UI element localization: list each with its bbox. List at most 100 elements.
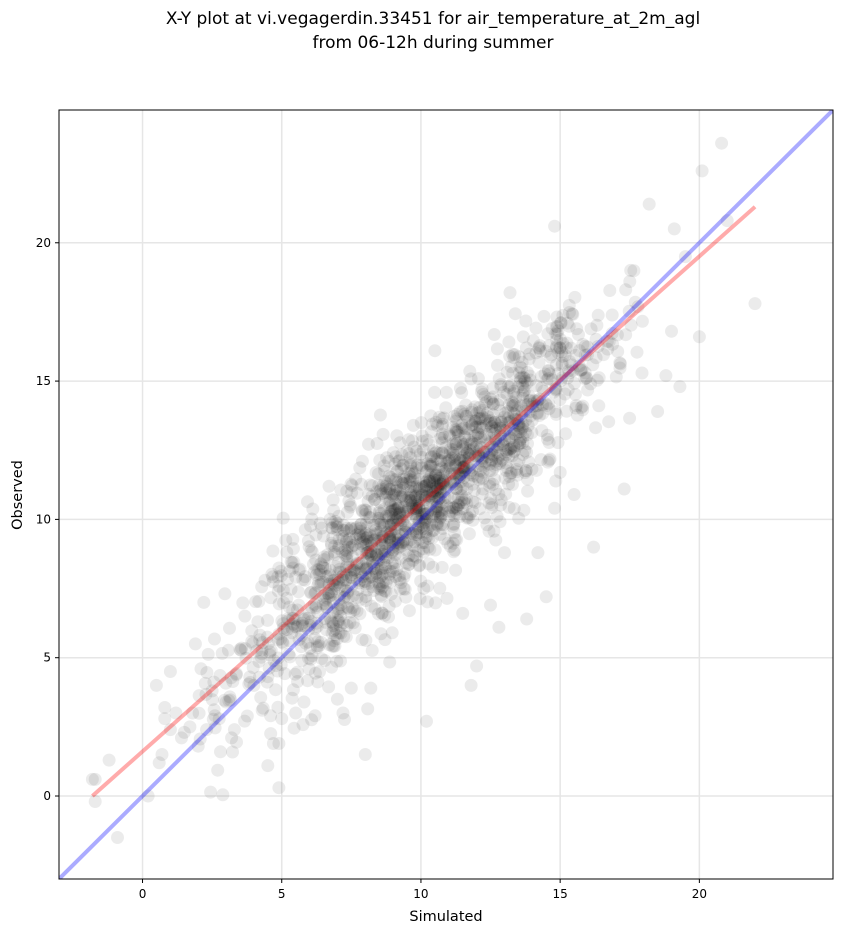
scatter-point: [340, 586, 354, 600]
scatter-point: [516, 430, 530, 444]
scatter-point: [507, 384, 521, 398]
scatter-point: [517, 371, 531, 384]
scatter-point: [394, 576, 408, 590]
scatter-point: [318, 561, 332, 575]
scatter-point: [396, 535, 410, 549]
scatter-point: [388, 529, 402, 542]
scatter-point: [208, 632, 221, 646]
scatter-point: [235, 641, 248, 655]
scatter-point: [385, 503, 399, 517]
scatter-point: [386, 528, 400, 542]
scatter-point: [377, 502, 391, 516]
scatter-point: [217, 693, 231, 707]
scatter-point: [385, 487, 399, 501]
scatter-point: [457, 471, 471, 484]
scatter-point: [425, 459, 438, 473]
scatter-point: [421, 473, 435, 487]
scatter-point: [326, 619, 340, 633]
scatter-point: [435, 446, 449, 460]
scatter-point: [409, 522, 423, 536]
scatter-point: [487, 448, 501, 462]
scatter-point: [572, 328, 585, 341]
scatter-point: [297, 613, 311, 626]
scatter-point: [305, 512, 319, 526]
scatter-point: [428, 447, 442, 460]
scatter-point: [432, 479, 445, 492]
scatter-point: [395, 488, 409, 502]
scatter-point: [255, 703, 269, 717]
scatter-point: [508, 444, 521, 458]
scatter-point: [526, 400, 540, 414]
scatter-point: [449, 482, 463, 496]
scatter-point: [402, 501, 416, 515]
scatter-point: [576, 399, 590, 413]
scatter-point: [401, 505, 415, 519]
scatter-point: [360, 538, 374, 551]
scatter-point: [486, 381, 500, 395]
scatter-point: [427, 523, 441, 537]
scatter-point: [489, 483, 503, 497]
scatter-point: [384, 474, 398, 488]
scatter-point: [578, 348, 592, 362]
scatter-point: [350, 558, 364, 572]
scatter-point: [378, 474, 392, 488]
scatter-point: [346, 588, 360, 602]
scatter-point: [472, 412, 486, 426]
scatter-point: [319, 615, 333, 629]
scatter-point: [592, 371, 606, 385]
scatter-point: [295, 629, 309, 642]
scatter-point: [328, 539, 342, 553]
scatter-point: [470, 420, 484, 434]
scatter-point: [347, 538, 361, 552]
scatter-point: [246, 661, 260, 674]
scatter-point: [365, 539, 379, 553]
scatter-point: [423, 459, 437, 473]
scatter-point: [410, 504, 423, 518]
scatter-point: [396, 527, 410, 541]
scatter-point: [373, 504, 387, 518]
scatter-point: [436, 522, 450, 535]
scatter-point: [506, 347, 520, 361]
scatter-point: [390, 563, 404, 576]
scatter-point: [502, 429, 516, 443]
scatter-point: [443, 505, 457, 519]
scatter-point: [453, 496, 467, 509]
scatter-point: [449, 458, 463, 472]
scatter-point: [348, 563, 362, 577]
scatter-point: [431, 515, 445, 529]
scatter-point: [407, 539, 421, 553]
scatter-point: [482, 437, 496, 451]
scatter-point: [370, 555, 384, 569]
scatter-point: [397, 470, 411, 484]
scatter-point: [374, 561, 388, 575]
scatter-point: [550, 327, 564, 341]
scatter-point: [416, 480, 429, 494]
scatter-point: [356, 533, 370, 546]
scatter-point: [438, 473, 452, 487]
scatter-point: [322, 680, 336, 694]
scatter-point: [499, 406, 512, 420]
scatter-point: [466, 513, 480, 527]
scatter-point: [399, 493, 413, 507]
scatter-point: [539, 344, 553, 358]
scatter-point: [494, 434, 508, 448]
scatter-point: [393, 483, 407, 497]
scatter-point: [368, 527, 382, 541]
scatter-point: [314, 577, 328, 591]
scatter-point: [351, 542, 365, 556]
scatter-point: [556, 308, 570, 322]
scatter-point: [459, 398, 473, 412]
scatter-point: [537, 384, 551, 398]
scatter-point: [478, 455, 492, 469]
scatter-point: [415, 520, 429, 534]
scatter-point: [631, 300, 645, 314]
scatter-point: [339, 630, 353, 644]
scatter-point: [545, 322, 559, 335]
scatter-point: [473, 464, 487, 478]
scatter-point: [628, 295, 642, 309]
scatter-point: [325, 639, 339, 653]
scatter-point: [507, 416, 520, 430]
scatter-point: [513, 433, 527, 447]
scatter-point: [219, 695, 233, 709]
scatter-point: [466, 504, 479, 518]
